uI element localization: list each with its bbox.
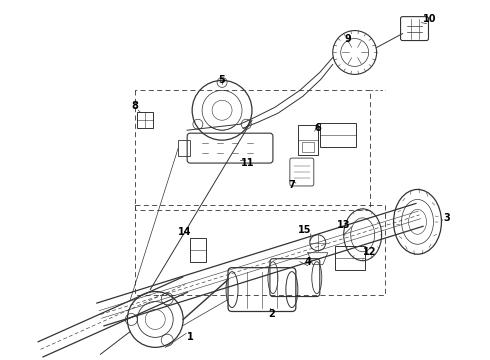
Text: 12: 12 xyxy=(363,247,376,257)
Text: 15: 15 xyxy=(298,225,312,235)
Bar xyxy=(302,142,314,152)
Text: 3: 3 xyxy=(443,213,450,223)
Text: 14: 14 xyxy=(178,227,192,237)
Text: 10: 10 xyxy=(423,14,436,24)
Text: 5: 5 xyxy=(219,75,225,85)
Bar xyxy=(320,123,356,147)
Text: 2: 2 xyxy=(269,310,275,319)
Text: 13: 13 xyxy=(337,220,350,230)
Text: 7: 7 xyxy=(289,180,295,190)
Text: 11: 11 xyxy=(241,158,255,168)
Bar xyxy=(178,140,190,156)
Text: 4: 4 xyxy=(304,257,311,267)
Text: 6: 6 xyxy=(315,123,321,133)
Bar xyxy=(190,238,206,262)
Bar xyxy=(335,246,365,270)
Text: 8: 8 xyxy=(132,101,139,111)
Bar xyxy=(137,112,153,128)
Bar xyxy=(298,125,318,155)
Text: 1: 1 xyxy=(187,332,194,342)
Text: 9: 9 xyxy=(344,33,351,44)
